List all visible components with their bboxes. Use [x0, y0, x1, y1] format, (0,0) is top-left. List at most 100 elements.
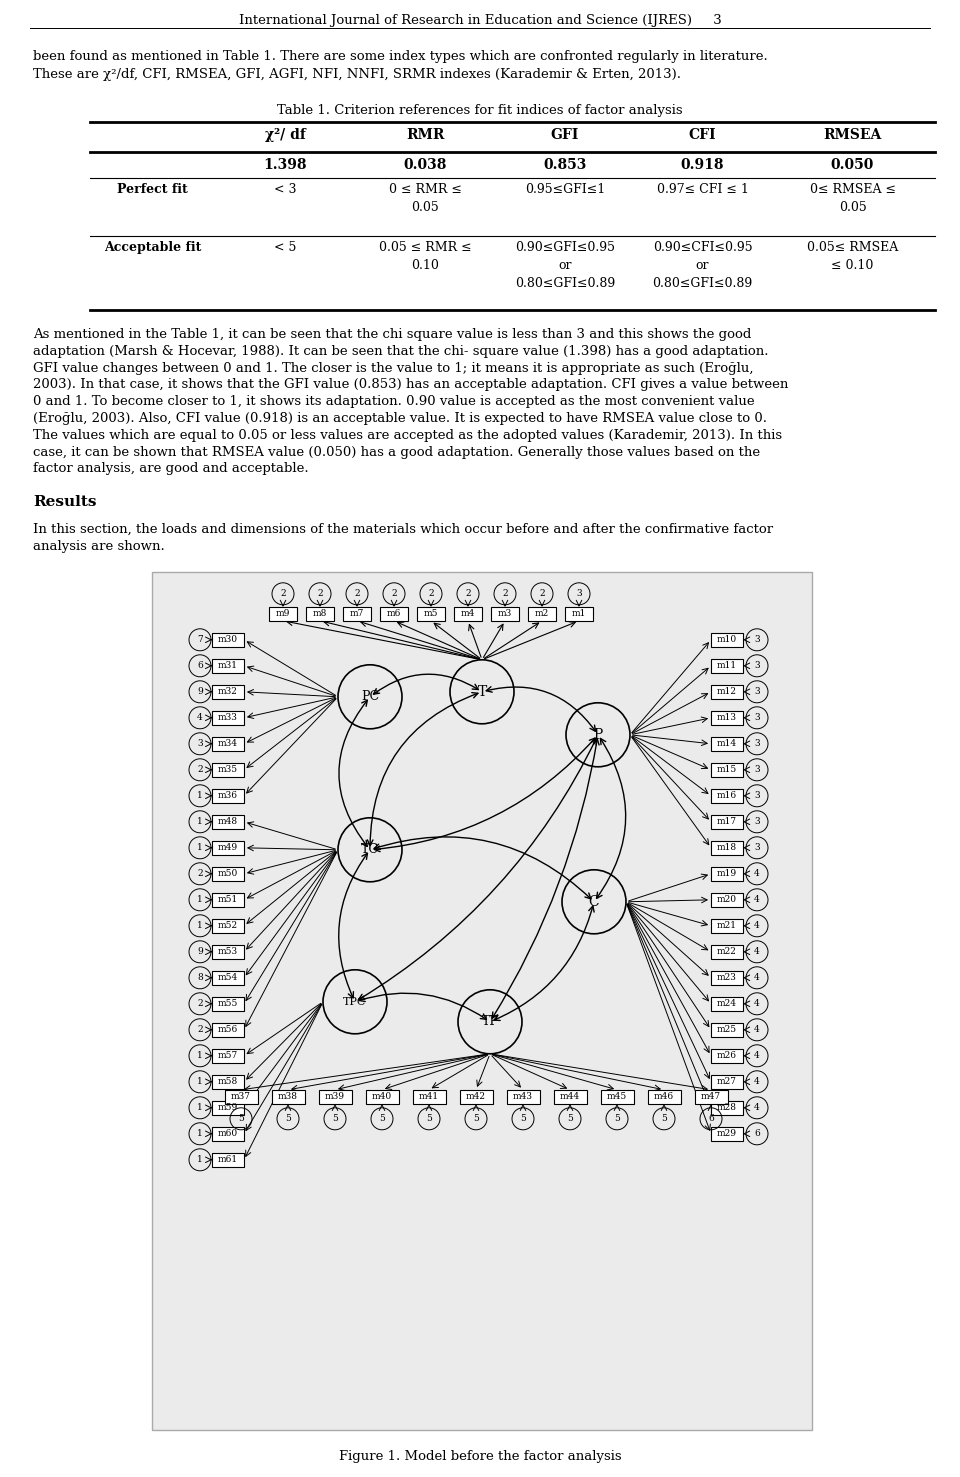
Text: 3: 3 — [755, 713, 759, 722]
Text: 2: 2 — [428, 589, 434, 598]
Text: m10: m10 — [717, 635, 737, 644]
Text: RMR: RMR — [406, 128, 444, 142]
Text: 0.050: 0.050 — [830, 158, 875, 171]
Text: T: T — [477, 685, 487, 699]
Text: GFI value changes between 0 and 1. The closer is the value to 1; it means it is : GFI value changes between 0 and 1. The c… — [33, 362, 754, 375]
Bar — [212, 762, 244, 777]
Bar — [212, 1075, 244, 1089]
Text: RMSEA: RMSEA — [824, 128, 881, 142]
Bar — [491, 607, 519, 620]
Bar — [711, 840, 743, 855]
Text: 0.05 ≤ RMR ≤
0.10: 0.05 ≤ RMR ≤ 0.10 — [378, 241, 471, 272]
Text: χ²/ df: χ²/ df — [265, 128, 305, 142]
Bar — [711, 632, 743, 647]
Text: TP: TP — [482, 1015, 498, 1028]
Text: 3: 3 — [197, 740, 203, 749]
Text: m38: m38 — [278, 1093, 298, 1102]
Text: 0.853: 0.853 — [543, 158, 587, 171]
Text: 2: 2 — [354, 589, 360, 598]
Text: 0 and 1. To become closer to 1, it shows its adaptation. 0.90 value is accepted : 0 and 1. To become closer to 1, it shows… — [33, 396, 755, 408]
Text: m58: m58 — [218, 1077, 238, 1086]
Text: 3: 3 — [755, 687, 759, 696]
Text: m31: m31 — [218, 662, 238, 671]
Text: m37: m37 — [231, 1093, 251, 1102]
Bar — [212, 1049, 244, 1063]
Text: CFI: CFI — [688, 128, 716, 142]
Text: 2: 2 — [466, 589, 470, 598]
Text: 4: 4 — [197, 713, 203, 722]
Bar — [413, 1090, 445, 1103]
Text: 2: 2 — [540, 589, 545, 598]
Bar — [711, 1127, 743, 1140]
Text: 0.05≤ RMSEA
≤ 0.10: 0.05≤ RMSEA ≤ 0.10 — [806, 241, 899, 272]
Text: 4: 4 — [755, 1025, 760, 1034]
Text: 2: 2 — [280, 589, 286, 598]
Text: 1: 1 — [197, 922, 203, 931]
Text: 3: 3 — [755, 740, 759, 749]
Text: 3: 3 — [755, 843, 759, 852]
Text: 2: 2 — [197, 870, 203, 879]
Bar — [269, 607, 297, 620]
Text: 3: 3 — [755, 817, 759, 826]
Text: analysis are shown.: analysis are shown. — [33, 541, 165, 552]
Text: m25: m25 — [717, 1025, 737, 1034]
Text: 4: 4 — [755, 1000, 760, 1009]
Text: m56: m56 — [218, 1025, 238, 1034]
Bar — [212, 997, 244, 1010]
Text: m55: m55 — [218, 1000, 238, 1009]
Text: m12: m12 — [717, 687, 737, 696]
Text: m26: m26 — [717, 1052, 737, 1060]
Text: 7: 7 — [197, 635, 203, 644]
Text: International Journal of Research in Education and Science (IJRES)     3: International Journal of Research in Edu… — [239, 13, 721, 27]
Text: 4: 4 — [755, 973, 760, 982]
Text: 5: 5 — [332, 1114, 338, 1124]
Text: C: C — [588, 895, 599, 908]
Text: 3: 3 — [755, 662, 759, 671]
Text: m28: m28 — [717, 1103, 737, 1112]
Text: 1: 1 — [197, 1155, 203, 1164]
Text: 9: 9 — [197, 947, 203, 956]
Bar — [212, 815, 244, 829]
Text: m32: m32 — [218, 687, 238, 696]
Bar — [212, 1154, 244, 1167]
Text: TPC: TPC — [344, 997, 367, 1007]
Bar — [711, 945, 743, 959]
Text: Figure 1. Model before the factor analysis: Figure 1. Model before the factor analys… — [339, 1450, 621, 1464]
Text: 1: 1 — [197, 1130, 203, 1139]
Text: 4: 4 — [755, 1103, 760, 1112]
Text: 2: 2 — [391, 589, 396, 598]
Text: 3: 3 — [755, 765, 759, 774]
Text: 3: 3 — [576, 589, 582, 598]
Bar — [212, 867, 244, 880]
Text: m8: m8 — [313, 610, 327, 619]
Text: m40: m40 — [372, 1093, 392, 1102]
Text: 4: 4 — [755, 895, 760, 904]
Text: 1: 1 — [197, 817, 203, 826]
Text: 6: 6 — [708, 1114, 714, 1124]
Text: m2: m2 — [535, 610, 549, 619]
Text: m16: m16 — [717, 792, 737, 801]
Text: m52: m52 — [218, 922, 238, 931]
Text: 5: 5 — [426, 1114, 432, 1124]
Text: m3: m3 — [498, 610, 512, 619]
Bar — [711, 970, 743, 985]
Text: (Eroğlu, 2003). Also, CFI value (0.918) is an acceptable value. It is expected t: (Eroğlu, 2003). Also, CFI value (0.918) … — [33, 412, 767, 425]
Text: m14: m14 — [717, 740, 737, 749]
Text: m53: m53 — [218, 947, 238, 956]
Text: 6: 6 — [755, 1130, 760, 1139]
Bar — [152, 572, 812, 1430]
Text: Results: Results — [33, 495, 97, 510]
Text: m1: m1 — [572, 610, 587, 619]
Text: As mentioned in the Table 1, it can be seen that the chi square value is less th: As mentioned in the Table 1, it can be s… — [33, 328, 752, 341]
Text: 4: 4 — [755, 870, 760, 879]
Text: 0.918: 0.918 — [681, 158, 724, 171]
Text: Acceptable fit: Acceptable fit — [104, 241, 202, 254]
Text: < 5: < 5 — [274, 241, 297, 254]
Text: 5: 5 — [661, 1114, 667, 1124]
Bar — [212, 892, 244, 907]
Text: 9: 9 — [197, 687, 203, 696]
Bar — [565, 607, 593, 620]
Bar — [212, 737, 244, 750]
Text: m48: m48 — [218, 817, 238, 826]
Text: m21: m21 — [717, 922, 737, 931]
